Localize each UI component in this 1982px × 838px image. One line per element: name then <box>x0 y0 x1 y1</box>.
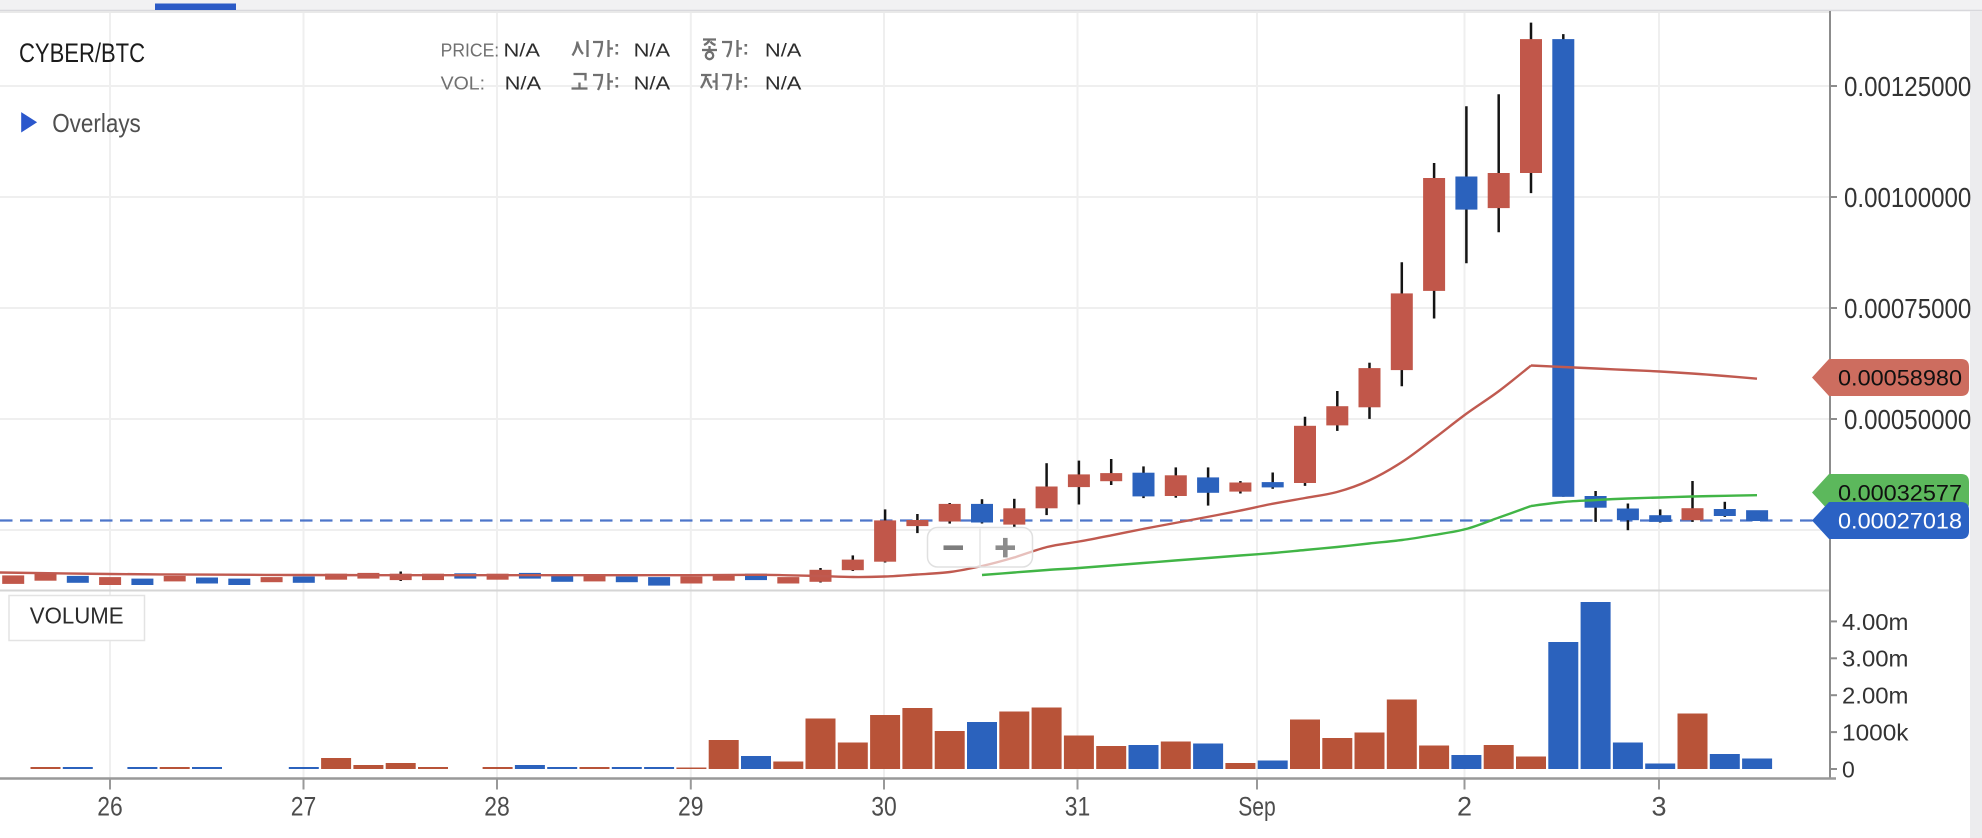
svg-text:VOL:: VOL: <box>441 72 486 93</box>
svg-text:CYBER/BTC: CYBER/BTC <box>19 38 145 68</box>
svg-text:N/A: N/A <box>504 40 541 61</box>
svg-text:N/A: N/A <box>765 72 802 93</box>
svg-text:Sep: Sep <box>1238 792 1276 822</box>
svg-text:PRICE:: PRICE: <box>441 40 500 61</box>
svg-text:31: 31 <box>1065 792 1091 822</box>
svg-text:4.00m: 4.00m <box>1842 609 1909 635</box>
svg-text:0: 0 <box>1842 756 1855 782</box>
svg-text:29: 29 <box>678 792 704 822</box>
svg-text:N/A: N/A <box>634 72 671 93</box>
svg-text:0.00050000: 0.00050000 <box>1844 404 1971 435</box>
svg-text:0.00027018: 0.00027018 <box>1838 509 1962 534</box>
svg-text:28: 28 <box>484 792 510 822</box>
svg-text:2.00m: 2.00m <box>1842 683 1909 709</box>
svg-text:3.00m: 3.00m <box>1842 646 1909 672</box>
svg-text:VOLUME: VOLUME <box>30 603 124 629</box>
svg-text:N/A: N/A <box>505 72 542 93</box>
svg-text:26: 26 <box>97 792 123 822</box>
svg-text:3: 3 <box>1651 792 1666 822</box>
svg-text:0.00058980: 0.00058980 <box>1838 366 1962 391</box>
svg-text:0.00075000: 0.00075000 <box>1844 293 1971 324</box>
svg-text:1000k: 1000k <box>1842 720 1909 746</box>
svg-text:27: 27 <box>291 792 317 822</box>
svg-text:0.00100000: 0.00100000 <box>1844 182 1971 213</box>
svg-text:0.00125000: 0.00125000 <box>1844 71 1971 102</box>
svg-text:2: 2 <box>1457 792 1472 822</box>
svg-text:Overlays: Overlays <box>52 108 141 138</box>
svg-text:30: 30 <box>871 792 897 822</box>
svg-text:N/A: N/A <box>765 40 802 61</box>
svg-text:N/A: N/A <box>634 40 671 61</box>
svg-text:0.00032577: 0.00032577 <box>1838 481 1962 506</box>
